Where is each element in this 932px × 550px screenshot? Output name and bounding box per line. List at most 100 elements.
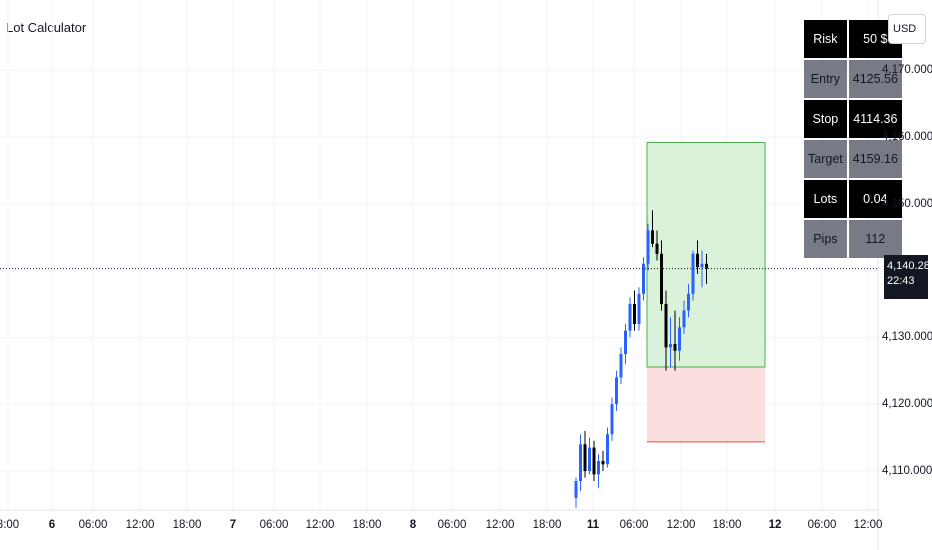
table-row-entry: Entry 4125.56	[804, 60, 902, 98]
time-tick-label: 12	[768, 519, 782, 531]
time-tick-label: 06:00	[437, 519, 467, 531]
candle	[637, 287, 641, 331]
risk-reward-zones	[646, 141, 766, 443]
candle-body	[669, 344, 672, 348]
time-tick-label: 11	[586, 519, 600, 531]
candle	[664, 290, 668, 371]
candle-body	[660, 253, 663, 304]
candle	[610, 397, 614, 441]
candle	[642, 257, 645, 301]
candle	[646, 223, 650, 271]
time-tick-label: 12:00	[853, 519, 883, 531]
time-tick-label: 18:00	[532, 519, 562, 531]
price-tick-label: 4,150.000	[882, 197, 932, 210]
candle-body	[597, 460, 600, 475]
candle-body	[655, 243, 659, 254]
candle	[705, 253, 708, 284]
candle-body	[628, 303, 632, 331]
table-row-value: 4114.36	[848, 100, 902, 138]
candle	[592, 440, 596, 482]
table-row-lots: Lots 0.04	[804, 180, 902, 218]
time-tick-label: 12:00	[305, 519, 335, 531]
candle-body	[682, 310, 686, 328]
time-tick-label: 06:00	[259, 519, 289, 531]
candle-body	[592, 447, 596, 475]
time-tick-label: 8	[409, 519, 417, 531]
candle-body	[696, 253, 699, 268]
price-tick-label: 4,170.000	[882, 64, 932, 76]
table-row-value: 112	[848, 220, 902, 258]
candle	[651, 210, 654, 248]
candle-body	[606, 434, 609, 465]
table-row-value: 4159.16	[848, 140, 902, 178]
time-tick-label: 06:00	[807, 519, 837, 531]
candle-body	[678, 327, 681, 351]
table-row-label: Pips	[804, 220, 847, 258]
candle-body	[637, 293, 641, 324]
candle	[624, 323, 627, 365]
time-tick-label: 18:00	[352, 519, 382, 531]
candle-body	[610, 404, 614, 435]
candle-body	[588, 447, 591, 471]
candle	[574, 477, 578, 508]
candle	[588, 437, 591, 475]
bar-countdown: 22:43	[887, 274, 915, 287]
candles	[574, 210, 708, 508]
table-row-stop: Stop 4114.36	[804, 100, 902, 138]
candle-body	[651, 230, 654, 244]
table-row-value: 0.04	[848, 180, 902, 218]
table-row-value: 4125.56	[848, 60, 902, 98]
candle	[628, 297, 632, 338]
candle	[660, 240, 663, 311]
candle-body	[642, 263, 645, 294]
candle	[601, 450, 605, 471]
candle	[669, 317, 672, 368]
candle-body	[673, 344, 677, 351]
time-tick-label: 6	[48, 519, 56, 531]
candle	[691, 250, 695, 301]
currency-selector[interactable]: USD	[888, 14, 926, 44]
candle-body	[700, 263, 704, 268]
candle	[579, 434, 582, 492]
table-row-target: Target 4159.16	[804, 140, 902, 178]
candle	[619, 347, 623, 385]
candle-body	[633, 303, 636, 324]
candle-body	[615, 377, 618, 405]
candle	[687, 283, 690, 318]
candle-body	[664, 303, 668, 348]
candle	[682, 300, 686, 334]
candle	[615, 370, 618, 411]
candle	[633, 290, 636, 331]
last-price-tag: 4,140.280 22:43	[884, 254, 932, 299]
price-tick-label: 4,110.000	[882, 465, 932, 477]
stop-zone	[647, 367, 765, 442]
candle-body	[624, 330, 627, 355]
time-tick-label: 06:00	[619, 519, 649, 531]
price-tick-label: 4,130.000	[882, 331, 932, 344]
table-row-label: Stop	[804, 100, 847, 138]
time-tick-label: 12:00	[485, 519, 515, 531]
price-tick-label: 4,160.000	[882, 130, 932, 143]
table-row-label: Risk	[804, 20, 847, 58]
time-tick-label: 12:00	[125, 519, 155, 531]
candle	[597, 454, 600, 488]
candle	[583, 430, 587, 478]
indicator-title: Lot Calculator	[6, 20, 87, 35]
candle	[655, 230, 659, 261]
candle	[696, 240, 699, 274]
candle	[678, 317, 681, 361]
candle-body	[601, 460, 605, 465]
candle-body	[646, 230, 650, 264]
time-tick-label: 8:00	[0, 519, 20, 531]
candle-body	[579, 444, 582, 482]
table-row-pips: Pips 112	[804, 220, 902, 258]
last-price-value: 4,140.280	[887, 259, 932, 272]
table-row-label: Target	[804, 140, 847, 178]
candle-body	[574, 481, 578, 498]
time-tick-label: 12:00	[666, 519, 696, 531]
candle-body	[705, 263, 708, 269]
time-tick-label: 18:00	[172, 519, 202, 531]
candle	[606, 427, 609, 468]
candle-body	[691, 253, 695, 294]
